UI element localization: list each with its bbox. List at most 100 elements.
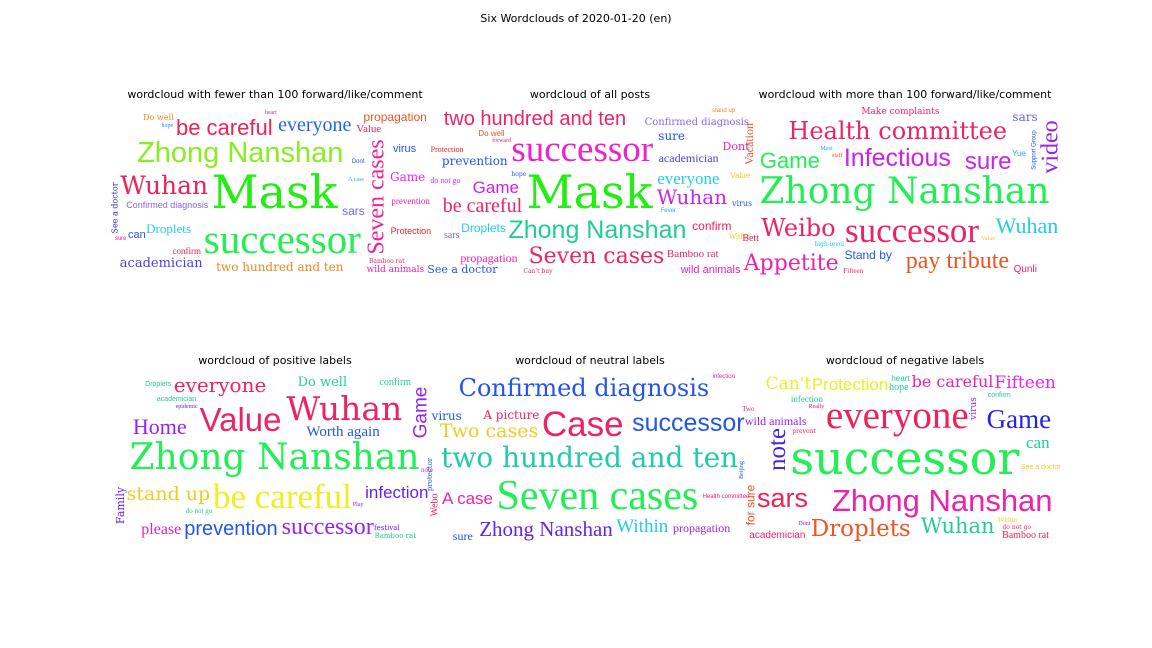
cloud-word: Health committee	[702, 494, 750, 501]
cloud-word: confirm	[172, 246, 202, 257]
cloud-word: everyone	[657, 169, 720, 189]
cloud-word: A case	[348, 177, 365, 184]
cloud-word: successor	[632, 409, 745, 438]
cloud-word: Must	[820, 145, 833, 152]
cloud-word: Droplets	[810, 515, 911, 542]
panel-title: wordcloud of neutral labels	[515, 354, 665, 367]
cloud-word: Bamboo rat	[666, 247, 719, 260]
cloud-word: two hundred and ten	[216, 259, 344, 274]
cloud-word: prevention	[184, 518, 278, 541]
cloud-word: Appetite	[743, 250, 839, 276]
cloud-word: sure	[964, 147, 1012, 175]
cloud-word: Protection	[390, 225, 432, 236]
cloud-word: sars	[1012, 110, 1038, 125]
cloud-word: everyone	[173, 372, 267, 397]
cloud-word: do not go	[430, 176, 461, 186]
cloud-word: Two cases	[439, 420, 539, 443]
cloud-word: prevention	[441, 153, 508, 168]
panel-title: wordcloud of all posts	[529, 88, 651, 101]
cloud-word: confirm	[987, 391, 1011, 399]
cloud-word: Can't buy	[523, 267, 553, 275]
cloud-word: See a doctor	[110, 182, 120, 234]
cloud-word: A picture	[483, 407, 540, 422]
cloud-word: propagation	[460, 250, 518, 265]
cloud-word: for sure	[743, 484, 758, 526]
cloud-word: staff	[831, 152, 843, 159]
cloud-word: two hundred and ten	[441, 441, 739, 474]
cloud-word: Seven cases	[363, 139, 390, 256]
cloud-word: Two	[742, 405, 755, 414]
cloud-word: Within	[616, 516, 669, 538]
cloud-word: See a doctor	[1020, 464, 1061, 472]
cloud-word: Wuhan	[656, 185, 728, 210]
cloud-word: Bamboo rat	[368, 258, 405, 265]
cloud-word: video	[1037, 119, 1064, 174]
cloud-word: Worth again	[306, 423, 380, 440]
cloud-word: Wuhan	[920, 514, 995, 539]
cloud-word: Wuhan	[120, 171, 209, 201]
panel-title: wordcloud of positive labels	[198, 354, 352, 367]
cloud-word: heart	[264, 109, 277, 116]
cloud-word: Dont	[798, 520, 811, 527]
cloud-word: confirm	[692, 219, 732, 234]
cloud-word: Game	[986, 404, 1052, 435]
cloud-word: wild animals	[744, 414, 807, 429]
cloud-word: Health committee	[788, 117, 1008, 146]
cloud-word: A case	[441, 488, 494, 508]
cloud-word: See a doctor	[427, 263, 498, 277]
cloud-word: sure	[114, 236, 127, 243]
cloud-word: hope	[889, 382, 909, 393]
cloud-word: academician	[749, 529, 806, 541]
cloud-word: virus	[969, 396, 980, 420]
wordcloud: successor everyone Zhong Nanshan Droplets Ga…	[740, 372, 1070, 544]
cloud-word: Bamboo rat	[1002, 530, 1050, 541]
cloud-word: high-level	[814, 241, 845, 249]
cloud-word: Bamboo rat	[374, 531, 417, 540]
cloud-word: successor	[844, 210, 980, 250]
wordcloud-panel-all-posts: wordcloud of all posts Mask successor Zhon…	[425, 88, 755, 278]
wordcloud: Zhong Nanshan be careful Value Wuhan success…	[110, 372, 440, 544]
cloud-word: Do well	[297, 374, 348, 390]
cloud-word: Zhong Nanshan	[129, 437, 420, 478]
cloud-word: sure	[658, 128, 686, 143]
cloud-word: can	[1025, 433, 1050, 453]
cloud-word: Do well	[143, 113, 174, 123]
cloud-word: Vacation	[741, 122, 756, 165]
wordcloud: two hundred and ten Seven cases Case Confir…	[425, 372, 755, 544]
cloud-word: prevent	[792, 427, 816, 435]
cloud-word: Game	[389, 169, 426, 184]
cloud-word: Make complaints	[861, 107, 940, 118]
cloud-word: do not go	[185, 506, 213, 515]
wordcloud: Zhong Nanshan successor Infectious Health c…	[740, 106, 1070, 278]
panel-title: wordcloud with fewer than 100 forward/li…	[127, 88, 423, 101]
cloud-word: Bett	[742, 233, 759, 245]
cloud-word: Droplets	[146, 220, 191, 236]
cloud-word: sars	[342, 204, 365, 219]
cloud-word: Support Group	[1031, 130, 1038, 170]
cloud-word: Dont	[351, 158, 365, 165]
cloud-word: Zhong Nanshan	[479, 516, 613, 541]
cloud-word: Mask	[211, 165, 338, 219]
cloud-word: Game	[759, 147, 820, 173]
cloud-word: two hundred and ten	[443, 107, 627, 130]
cloud-word: Zhong Nanshan	[831, 482, 1053, 518]
cloud-word: epidemic	[175, 404, 198, 411]
cloud-word: virus	[392, 143, 417, 156]
cloud-word: protector	[426, 457, 435, 491]
cloud-word: Webo	[429, 493, 441, 517]
cloud-word: successor	[511, 128, 654, 170]
cloud-word: academician	[156, 396, 197, 404]
cloud-word: Play	[352, 502, 364, 509]
cloud-word: stand up	[712, 108, 736, 115]
cloud-word: be careful	[175, 114, 273, 140]
cloud-word: hope	[511, 170, 527, 178]
cloud-word: wild animals	[680, 263, 741, 276]
cloud-word: virus	[731, 199, 753, 209]
cloud-word: Zhong Nanshan	[508, 215, 687, 244]
cloud-word: Fifteen	[994, 372, 1056, 393]
cloud-word: stand up	[126, 482, 211, 505]
cloud-word: be careful	[911, 372, 994, 392]
cloud-word: everyone	[825, 393, 969, 437]
wordcloud-panel-positive: wordcloud of positive labels Zhong Nansh…	[110, 354, 440, 544]
